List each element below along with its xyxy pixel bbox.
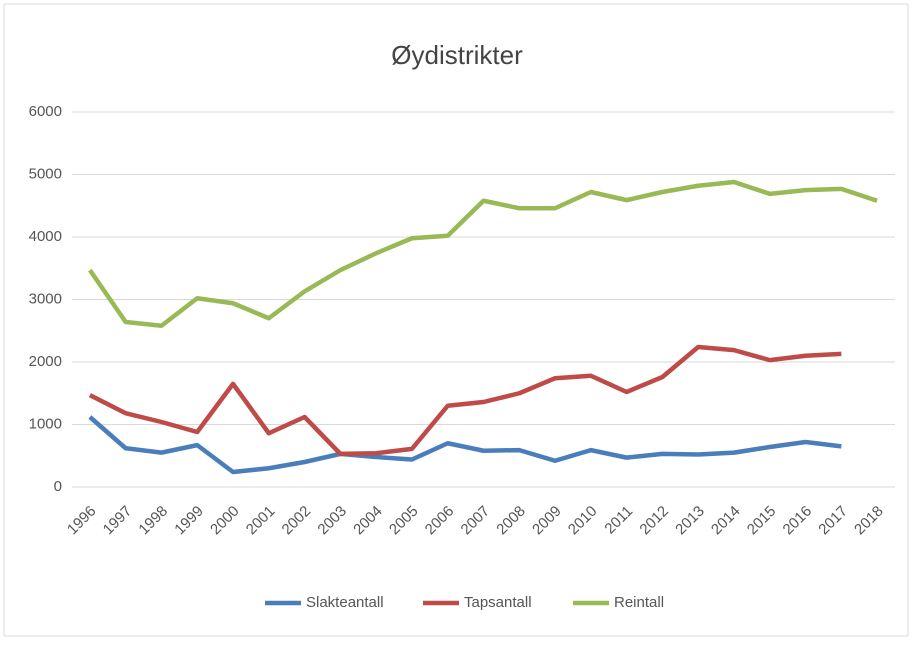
legend-label: Reintall [614, 594, 664, 611]
legend-label: Tapsantall [464, 594, 532, 611]
y-tick-label: 4000 [29, 228, 62, 245]
series-line [88, 179, 878, 328]
chart-title: Øydistrikter [391, 40, 523, 70]
chart-frame [3, 3, 909, 637]
y-tick-label: 5000 [29, 165, 62, 182]
y-tick-label: 1000 [29, 415, 62, 432]
series-line [88, 344, 842, 457]
y-tick-label: 0 [54, 478, 62, 495]
y-tick-label: 6000 [29, 103, 62, 120]
series-line [88, 415, 842, 475]
y-tick-label: 2000 [29, 353, 62, 370]
y-tick-label: 3000 [29, 290, 62, 307]
legend-label: Slakteantall [306, 594, 384, 611]
